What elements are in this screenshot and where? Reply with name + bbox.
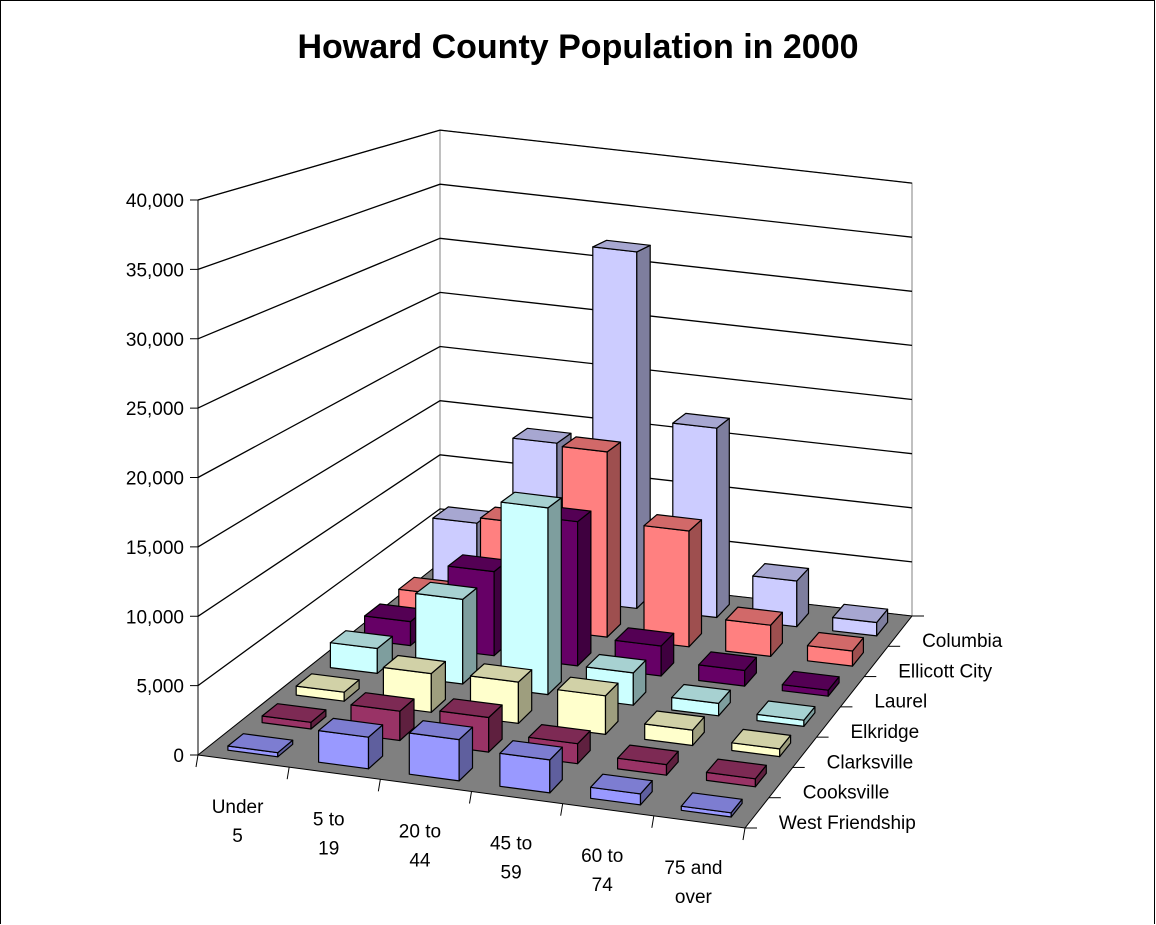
bar — [680, 792, 743, 818]
series-label: Clarksville — [827, 752, 914, 773]
y-tick-label: 35,000 — [126, 260, 184, 281]
bar — [781, 670, 840, 697]
bar — [643, 513, 703, 648]
gridline — [197, 400, 913, 548]
series-label: Columbia — [922, 631, 1003, 652]
chart-title: Howard County Population in 2000 — [297, 28, 859, 66]
bar — [705, 758, 767, 788]
x-tick-mark — [469, 791, 472, 804]
gridline — [197, 291, 913, 409]
bar — [318, 717, 384, 770]
x-tick-mark — [651, 815, 655, 828]
y-tick-label: 40,000 — [126, 191, 184, 212]
bar — [408, 720, 474, 782]
bar — [644, 710, 705, 747]
bar — [806, 631, 865, 667]
bar — [731, 728, 792, 758]
series-label: Cooksville — [803, 783, 890, 804]
gridline — [197, 508, 913, 687]
x-tick-label: 45 to 59 — [490, 834, 532, 884]
x-tick-mark — [377, 779, 381, 792]
x-tick-mark — [195, 754, 199, 768]
x-tick-label: 5 to 19 — [313, 809, 345, 859]
series-label: Laurel — [874, 692, 927, 713]
bar — [725, 606, 784, 658]
bar — [616, 744, 679, 776]
gridline — [197, 183, 913, 271]
y-tick-label: 5,000 — [136, 677, 184, 698]
gridline — [197, 454, 913, 617]
bar — [261, 703, 327, 730]
y-tick-label: 10,000 — [126, 607, 184, 628]
x-tick-mark — [560, 803, 564, 816]
bar — [500, 491, 562, 696]
bar — [671, 683, 731, 717]
x-tick-label: 75 and over — [664, 858, 722, 908]
series-label: Elkridge — [851, 722, 920, 743]
x-tick-label: Under 5 — [212, 797, 264, 847]
gridline — [197, 345, 913, 479]
series-label: Ellicott City — [898, 661, 992, 682]
y-tick-label: 30,000 — [126, 330, 184, 351]
x-tick-label: 20 to 44 — [399, 821, 441, 871]
bar — [556, 676, 619, 736]
bar — [756, 700, 816, 728]
gridline — [197, 129, 913, 201]
bar — [227, 733, 294, 758]
bar — [382, 654, 446, 713]
bar — [589, 773, 653, 806]
x-tick-label: 60 to 74 — [581, 846, 623, 896]
bar — [295, 673, 360, 702]
x-tick-mark — [286, 767, 290, 780]
bar — [350, 692, 415, 742]
bar — [752, 562, 810, 628]
y-tick-label: 25,000 — [126, 399, 184, 420]
bar — [329, 630, 393, 675]
bar — [499, 740, 563, 794]
x-tick-mark — [742, 827, 746, 841]
y-tick-label: 0 — [173, 746, 184, 767]
series-label: West Friendship — [779, 813, 916, 834]
y-tick-label: 15,000 — [126, 538, 184, 559]
bar — [698, 651, 758, 687]
y-tick-label: 20,000 — [126, 469, 184, 490]
bar — [832, 603, 889, 637]
gridline — [197, 237, 913, 340]
